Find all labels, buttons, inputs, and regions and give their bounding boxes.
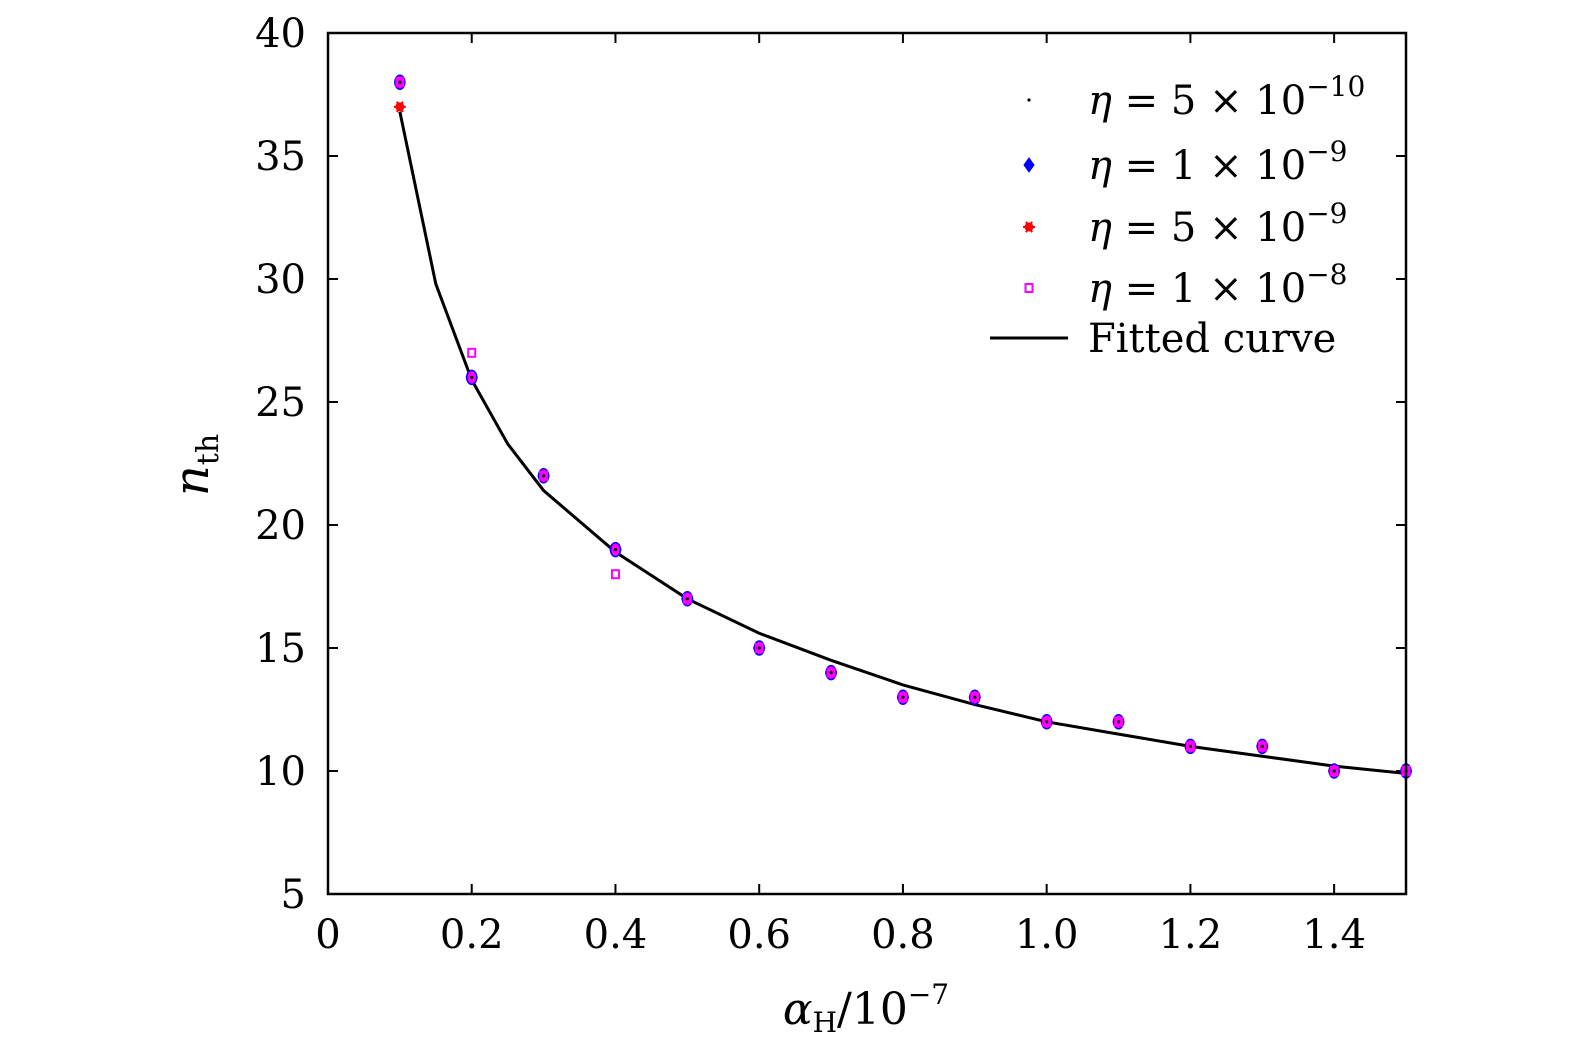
data-point-dot (973, 695, 977, 699)
y-tick-label: 20 (255, 503, 306, 549)
y-axis-label: nth (164, 434, 226, 496)
x-tick-label: 0.8 (871, 912, 935, 958)
legend-entry-label: η = 1 × 10−8 (1088, 258, 1348, 312)
data-point-dot (1045, 720, 1049, 724)
data-point-square (1114, 716, 1124, 727)
legend-entry-label: η = 5 × 10−10 (1088, 70, 1365, 124)
data-point-star (393, 101, 406, 113)
data-point-square (610, 569, 620, 580)
legend-marker-square (1024, 283, 1034, 293)
legend-marker-dot (1027, 98, 1031, 102)
y-tick-label: 10 (255, 749, 306, 795)
x-tick-label: 0.2 (440, 912, 504, 958)
x-axis-ticks: 0 0.2 0.4 0.6 0.8 1.0 1.2 1.4 (315, 33, 1366, 958)
data-point-dot (470, 375, 474, 379)
data-point-dot (1332, 769, 1336, 773)
x-tick-label: 0.4 (584, 912, 648, 958)
data-point-dot (1188, 744, 1192, 749)
data-point-square (970, 692, 980, 703)
data-point-dot (613, 548, 618, 552)
data-point-square (1257, 741, 1267, 752)
y-tick-label: 25 (255, 380, 306, 426)
legend-entry-label: η = 5 × 10−9 (1088, 197, 1348, 251)
data-point-dot (685, 597, 689, 601)
legend: η = 5 × 10−10 η = 1 × 10−9 η = 5 × 10−9 η =… (990, 70, 1365, 362)
x-tick-label: 1.4 (1302, 912, 1366, 958)
legend-entry-label: η = 1 × 10−9 (1088, 135, 1348, 189)
data-point-square (539, 470, 549, 481)
data-point-dot (829, 671, 833, 675)
x-tick-label: 1.0 (1015, 912, 1079, 958)
y-tick-label: 40 (255, 11, 306, 57)
legend-entry-label: Fitted curve (1088, 316, 1336, 362)
data-point-square (682, 593, 692, 604)
y-tick-label: 35 (255, 134, 306, 180)
data-point-square (898, 692, 908, 703)
legend-marker-star (1023, 221, 1035, 233)
x-axis-label: αH/10−7 (783, 978, 949, 1039)
data-point-dot (542, 474, 546, 478)
data-point-square (1185, 741, 1195, 752)
legend-marker-diamond (1023, 157, 1035, 173)
data-point-square (395, 77, 405, 88)
data-point-square (1042, 716, 1052, 727)
data-point-dot (398, 80, 402, 84)
plot-area-frame (326, 31, 1408, 896)
data-point-square (826, 667, 836, 678)
y-tick-label: 30 (255, 257, 306, 303)
data-point-dot (1260, 744, 1264, 749)
data-point-square (1329, 766, 1339, 776)
data-point-dot (901, 695, 905, 699)
data-point-square (754, 643, 764, 653)
x-tick-label: 1.2 (1159, 912, 1223, 958)
y-tick-label: 15 (255, 626, 306, 672)
data-point-square (467, 347, 477, 358)
data-point-dot (1116, 720, 1121, 724)
fitted-curve-line (398, 111, 1407, 775)
x-tick-label: 0.6 (727, 912, 791, 958)
data-point-dot (757, 646, 761, 650)
y-tick-label: 5 (281, 872, 306, 918)
x-tick-label: 0 (315, 912, 340, 958)
y-axis-ticks: 5 10 15 20 25 30 35 40 (255, 11, 1406, 918)
